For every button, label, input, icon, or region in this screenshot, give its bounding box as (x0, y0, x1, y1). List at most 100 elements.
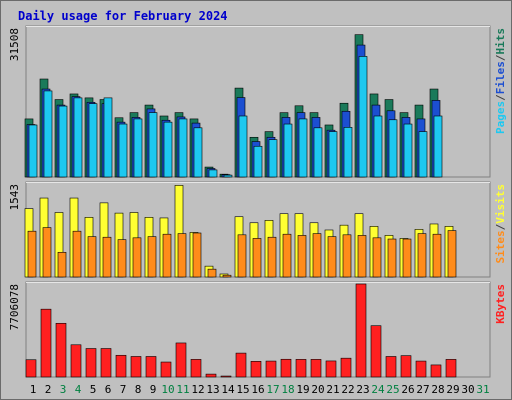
x-tick-day-19: 19 (296, 383, 309, 396)
bar-kbytes-day-7 (115, 354, 127, 378)
bar-kbytes-day-2 (40, 308, 52, 378)
bar-kbytes-day-16 (250, 361, 262, 378)
bar-pages-day-18 (283, 123, 293, 178)
bar-sites-day-10 (162, 233, 172, 278)
bar-pages-day-19 (298, 118, 308, 178)
bar-kbytes-day-15 (235, 352, 247, 378)
bar-pages-day-20 (313, 127, 323, 178)
bar-sites-day-11 (177, 233, 187, 278)
bar-sites-day-3 (57, 251, 67, 278)
bar-kbytes-day-22 (340, 357, 352, 378)
bar-sites-day-12 (192, 232, 202, 278)
bar-sites-day-19 (297, 235, 307, 278)
bar-kbytes-day-29 (445, 359, 457, 378)
bar-sites-day-5 (87, 236, 97, 278)
plot-layer: 3150815437706078Pages/Files/HitsSites/Vi… (8, 25, 507, 396)
x-tick-day-3: 3 (60, 383, 67, 396)
bar-sites-day-17 (267, 236, 277, 278)
x-tick-day-29: 29 (446, 383, 459, 396)
bar-kbytes-day-20 (310, 359, 322, 378)
bar-pages-day-25 (388, 119, 398, 178)
bar-kbytes-day-5 (85, 348, 97, 378)
ymax-label-visits-sites: 1543 (8, 184, 21, 211)
bar-pages-day-16 (253, 145, 263, 178)
bar-sites-day-26 (402, 238, 412, 278)
x-tick-day-8: 8 (135, 383, 142, 396)
legend-entry-hits-files-pages-3: / (494, 54, 507, 61)
bar-kbytes-day-17 (265, 360, 277, 378)
bar-pages-day-15 (238, 115, 248, 178)
bar-pages-day-27 (418, 131, 428, 178)
legend-kbytes: KBytes (494, 284, 507, 324)
bar-kbytes-day-23 (355, 283, 367, 378)
x-tick-day-20: 20 (311, 383, 324, 396)
bar-kbytes-day-13 (205, 373, 217, 378)
x-tick-day-15: 15 (236, 383, 249, 396)
bar-pages-day-21 (328, 131, 338, 178)
bar-pages-day-9 (148, 112, 158, 178)
bar-kbytes-day-24 (370, 325, 382, 378)
x-tick-day-21: 21 (326, 383, 339, 396)
x-tick-day-7: 7 (120, 383, 127, 396)
bar-pages-day-4 (73, 97, 83, 178)
bar-sites-day-29 (447, 230, 457, 278)
x-tick-day-10: 10 (161, 383, 174, 396)
x-tick-day-9: 9 (150, 383, 157, 396)
bar-pages-day-3 (58, 105, 68, 178)
bar-sites-day-27 (417, 233, 427, 278)
x-tick-day-1: 1 (30, 383, 37, 396)
ymax-label-hits-files-pages: 31508 (8, 28, 21, 61)
bar-kbytes-day-9 (145, 356, 157, 378)
bar-sites-day-24 (372, 237, 382, 278)
bar-kbytes-day-21 (325, 360, 337, 378)
bar-pages-day-8 (133, 118, 143, 178)
x-tick-day-31: 31 (476, 383, 489, 396)
bar-kbytes-day-4 (70, 344, 82, 378)
bar-pages-day-11 (178, 118, 188, 178)
bar-pages-day-12 (193, 127, 203, 178)
bar-pages-day-17 (268, 139, 278, 178)
bar-pages-day-24 (373, 115, 383, 178)
bar-sites-day-1 (27, 230, 37, 278)
legend-entry-hits-files-pages-0: Pages (494, 101, 507, 134)
bar-sites-day-20 (312, 233, 322, 278)
legend-entry-hits-files-pages-2: Files (494, 61, 507, 94)
bar-sites-day-23 (357, 235, 367, 278)
bar-pages-day-26 (403, 123, 413, 178)
ymax-label-kbytes: 7706078 (8, 284, 21, 330)
bar-sites-day-13 (207, 268, 217, 278)
bar-kbytes-day-3 (55, 322, 67, 378)
x-tick-day-28: 28 (431, 383, 444, 396)
bar-sites-day-9 (147, 236, 157, 278)
legend-visits-sites: Sites/Visits (494, 184, 507, 264)
bar-pages-day-6 (103, 97, 113, 178)
bar-pages-day-22 (343, 127, 353, 178)
chart-title: Daily usage for February 2024 (18, 9, 228, 23)
legend-entry-visits-sites-2: Visits (494, 184, 507, 224)
bar-kbytes-day-27 (415, 360, 427, 378)
legend-entry-hits-files-pages-4: Hits (494, 28, 507, 55)
x-tick-day-23: 23 (356, 383, 369, 396)
bar-kbytes-day-8 (130, 356, 142, 378)
bar-sites-day-16 (252, 238, 262, 278)
legend-entry-kbytes-0: KBytes (494, 284, 507, 324)
bar-pages-day-28 (433, 115, 443, 178)
x-tick-day-27: 27 (416, 383, 429, 396)
bar-sites-day-6 (102, 236, 112, 278)
x-tick-day-2: 2 (45, 383, 52, 396)
legend-entry-hits-files-pages-1: / (494, 94, 507, 101)
bar-pages-day-10 (163, 121, 173, 178)
bar-kbytes-day-12 (190, 359, 202, 378)
bar-sites-day-22 (342, 234, 352, 278)
x-tick-day-16: 16 (251, 383, 264, 396)
bar-kbytes-day-18 (280, 358, 292, 378)
bar-kbytes-day-10 (160, 361, 172, 378)
bar-kbytes-day-6 (100, 348, 112, 378)
x-tick-day-24: 24 (371, 383, 385, 396)
bar-kbytes-day-14 (220, 375, 232, 378)
bar-sites-day-7 (117, 239, 127, 278)
bar-kbytes-day-19 (295, 359, 307, 378)
bar-sites-day-14 (222, 274, 232, 278)
bar-kbytes-day-25 (385, 356, 397, 378)
